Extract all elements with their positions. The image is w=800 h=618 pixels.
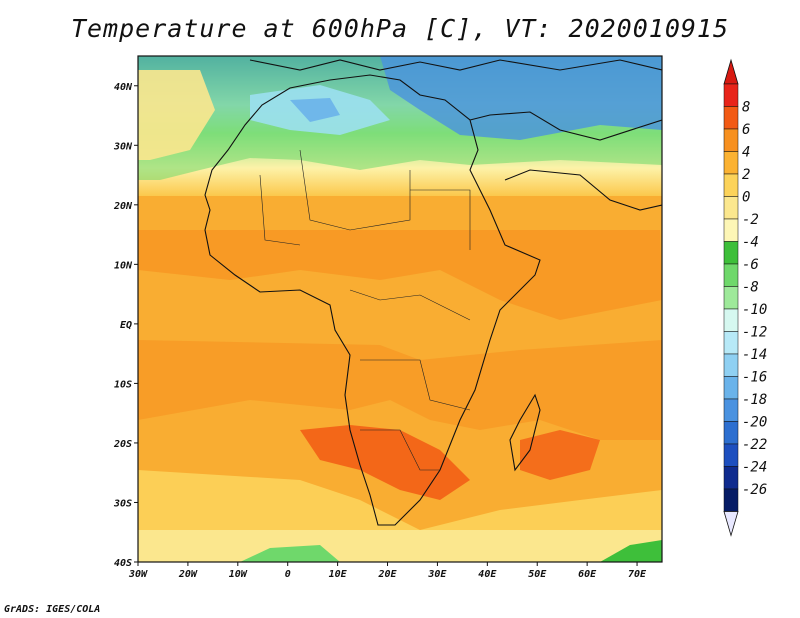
lat-tick-label: 20S [113, 439, 132, 450]
field-south-green-2 [600, 540, 662, 562]
border-1 [299, 149, 411, 231]
colorbar-segment [723, 443, 739, 467]
colorbar-label: -26 [742, 482, 767, 498]
colorbar-label: -8 [742, 280, 759, 296]
lat-tick-label: EQ [120, 320, 132, 331]
colorbar-segment [723, 331, 739, 355]
field-cold-spot [290, 98, 340, 122]
lon-tick-label: 10W [229, 569, 248, 580]
lon-tick-label: 30W [128, 569, 148, 580]
lon-tick-label: 70E [628, 569, 647, 580]
colorbar-segment [723, 398, 739, 422]
lat-tick-label: 30S [113, 498, 132, 509]
colorbar-segment [723, 488, 739, 512]
borders [259, 149, 471, 471]
colorbar-segment [723, 128, 739, 152]
lon-tick-label: 30E [427, 569, 447, 580]
colorbar-label: -12 [742, 325, 767, 341]
colorbar-segment [723, 218, 739, 242]
colorbar-top-triangle [723, 58, 739, 85]
lat-tick-label: 10S [114, 379, 132, 390]
colorbar-segment [723, 173, 739, 197]
colorbar-segment [723, 151, 739, 175]
lon-tick-label: 60E [578, 569, 597, 580]
border-6 [360, 429, 440, 471]
lon-tick-label: 0 [285, 569, 291, 580]
field-cold-core [380, 56, 662, 140]
border-2 [259, 174, 301, 246]
colorbar-segment [723, 241, 739, 265]
field-far-south [138, 530, 662, 562]
lat-axis: 40N 30N 20N 10N EQ 10S 20S 30S 40S [113, 82, 138, 569]
colorbar-label: -10 [742, 302, 767, 318]
field-hot-spot-indian [520, 430, 600, 480]
colorbar-label: -24 [742, 460, 767, 476]
colorbar-label: -14 [742, 347, 767, 363]
colorbar-label: -16 [742, 370, 767, 386]
middle-east-coast [469, 111, 662, 141]
colorbar-segment [723, 308, 739, 332]
lon-tick-label: 50E [528, 569, 547, 580]
colorbar-segment [723, 196, 739, 220]
africa-coast [204, 74, 541, 526]
lat-tick-label: 20N [113, 201, 133, 212]
lon-tick-label: 20W [178, 569, 198, 580]
colorbar-label: 6 [742, 122, 750, 138]
lat-tick-label: 10N [114, 260, 133, 271]
temperature-field [138, 56, 662, 562]
field-south-green-1 [240, 545, 340, 562]
colorbar-label: 8 [742, 100, 750, 116]
colorbar-segment [723, 286, 739, 310]
map-title: Temperature at 600hPa [C], VT: 202001091… [70, 14, 730, 43]
colorbar-label: -4 [742, 235, 759, 251]
lat-tick-label: 40S [114, 558, 132, 569]
field-warm-band-south [138, 340, 662, 440]
colorbar-segment [723, 83, 739, 107]
colorbar-label: 0 [742, 190, 750, 206]
colorbar-segment [723, 353, 739, 377]
lon-tick-label: 20E [377, 569, 397, 580]
colorbar-label: -2 [742, 212, 759, 228]
border-4 [349, 289, 471, 321]
europe-coast [249, 59, 662, 71]
lat-tick-label: 30N [113, 141, 133, 152]
border-3 [410, 189, 471, 250]
lon-tick-label: 10E [329, 569, 348, 580]
grads-credit: GrADS: IGES/COLA [4, 604, 101, 615]
colorbar-segment [723, 263, 739, 287]
lon-axis: 30W 20W 10W 0 10E 20E 30E 40E 50E 60E 70E [128, 562, 647, 580]
border-5 [360, 359, 471, 411]
colorbar-label: -20 [742, 415, 767, 431]
colorbar-label: -6 [742, 257, 759, 273]
colorbar-bottom-triangle [723, 511, 739, 537]
colorbar-label: -22 [742, 437, 767, 453]
colorbar-label: -18 [742, 392, 767, 408]
lon-tick-label: 40E [478, 569, 497, 580]
colorbar: 8 6 4 2 0 -2 -4 -6 -8 -10 -12 -14 -16 -18 -20 -22 -24 -26 [723, 58, 767, 537]
colorbar-segment [723, 106, 739, 130]
madagascar-coast [509, 393, 541, 472]
colorbar-label: 2 [742, 167, 750, 183]
field-west-atlantic [138, 70, 215, 160]
colorbar-segment [723, 421, 739, 445]
map-frame [137, 55, 663, 563]
colorbar-segment [723, 376, 739, 400]
arabia-coast [504, 169, 662, 211]
field-hot-spot-africa [300, 425, 470, 500]
colorbar-segment [723, 466, 739, 490]
field-warm-band-north [138, 230, 662, 320]
coastlines [204, 59, 662, 526]
colorbar-label: 4 [742, 145, 750, 161]
lat-tick-label: 40N [114, 82, 133, 93]
